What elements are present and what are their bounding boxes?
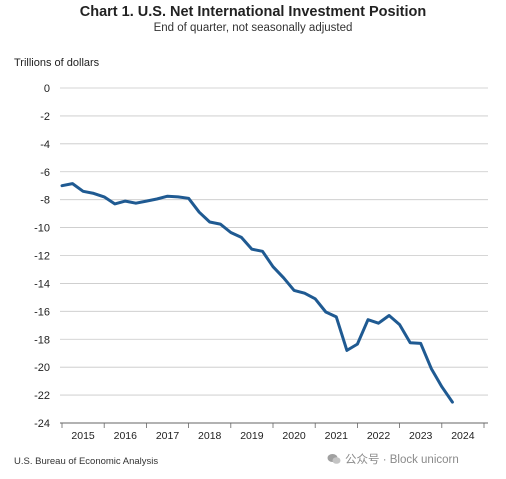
y-tick-label: -8 [40,195,50,207]
y-tick-label: -10 [34,223,50,235]
y-axis-ticks: 0 -2 -4 -6 -8 -10 -12 -14 -16 -18 -20 -22 -24 [34,83,50,430]
x-tick-label: 2022 [367,430,391,442]
x-tick-label: 2024 [451,430,475,442]
x-tick-label: 2020 [282,430,306,442]
x-tick-label: 2021 [325,430,349,442]
x-axis: 2015 2016 2017 2018 2019 2020 2021 2022 2023 2024 [61,423,485,442]
wechat-icon [327,454,341,464]
y-tick-label: -2 [40,111,50,123]
x-tick-label: 2018 [198,430,222,442]
y-tick-label: -22 [34,390,50,402]
y-tick-label: 0 [44,83,50,95]
watermark: 公众号 · Block unicorn [327,451,459,467]
watermark-text: 公众号 · Block unicorn [345,454,459,466]
x-tick-label: 2019 [240,430,264,442]
source-note: U.S. Bureau of Economic Analysis [14,456,159,467]
y-tick-label: -6 [40,167,50,179]
series-line [60,182,454,404]
x-tick-label: 2015 [71,430,95,442]
y-tick-label: -18 [34,334,50,346]
x-tick-label: 2023 [409,430,433,442]
gridlines [60,87,488,424]
x-tick-label: 2017 [156,430,180,442]
y-tick-label: -4 [40,139,50,151]
y-tick-label: -20 [34,362,50,374]
chart-title: Chart 1. U.S. Net International Investme… [79,4,427,20]
chart-subtitle: End of quarter, not seasonally adjusted [153,22,353,34]
y-tick-label: -12 [34,251,50,263]
series-group [60,182,454,404]
y-tick-label: -24 [34,418,50,430]
y-axis-label: Trillions of dollars [14,57,100,69]
x-tick-label: 2016 [114,430,138,442]
y-tick-label: -14 [34,278,50,290]
y-tick-label: -16 [34,306,50,318]
